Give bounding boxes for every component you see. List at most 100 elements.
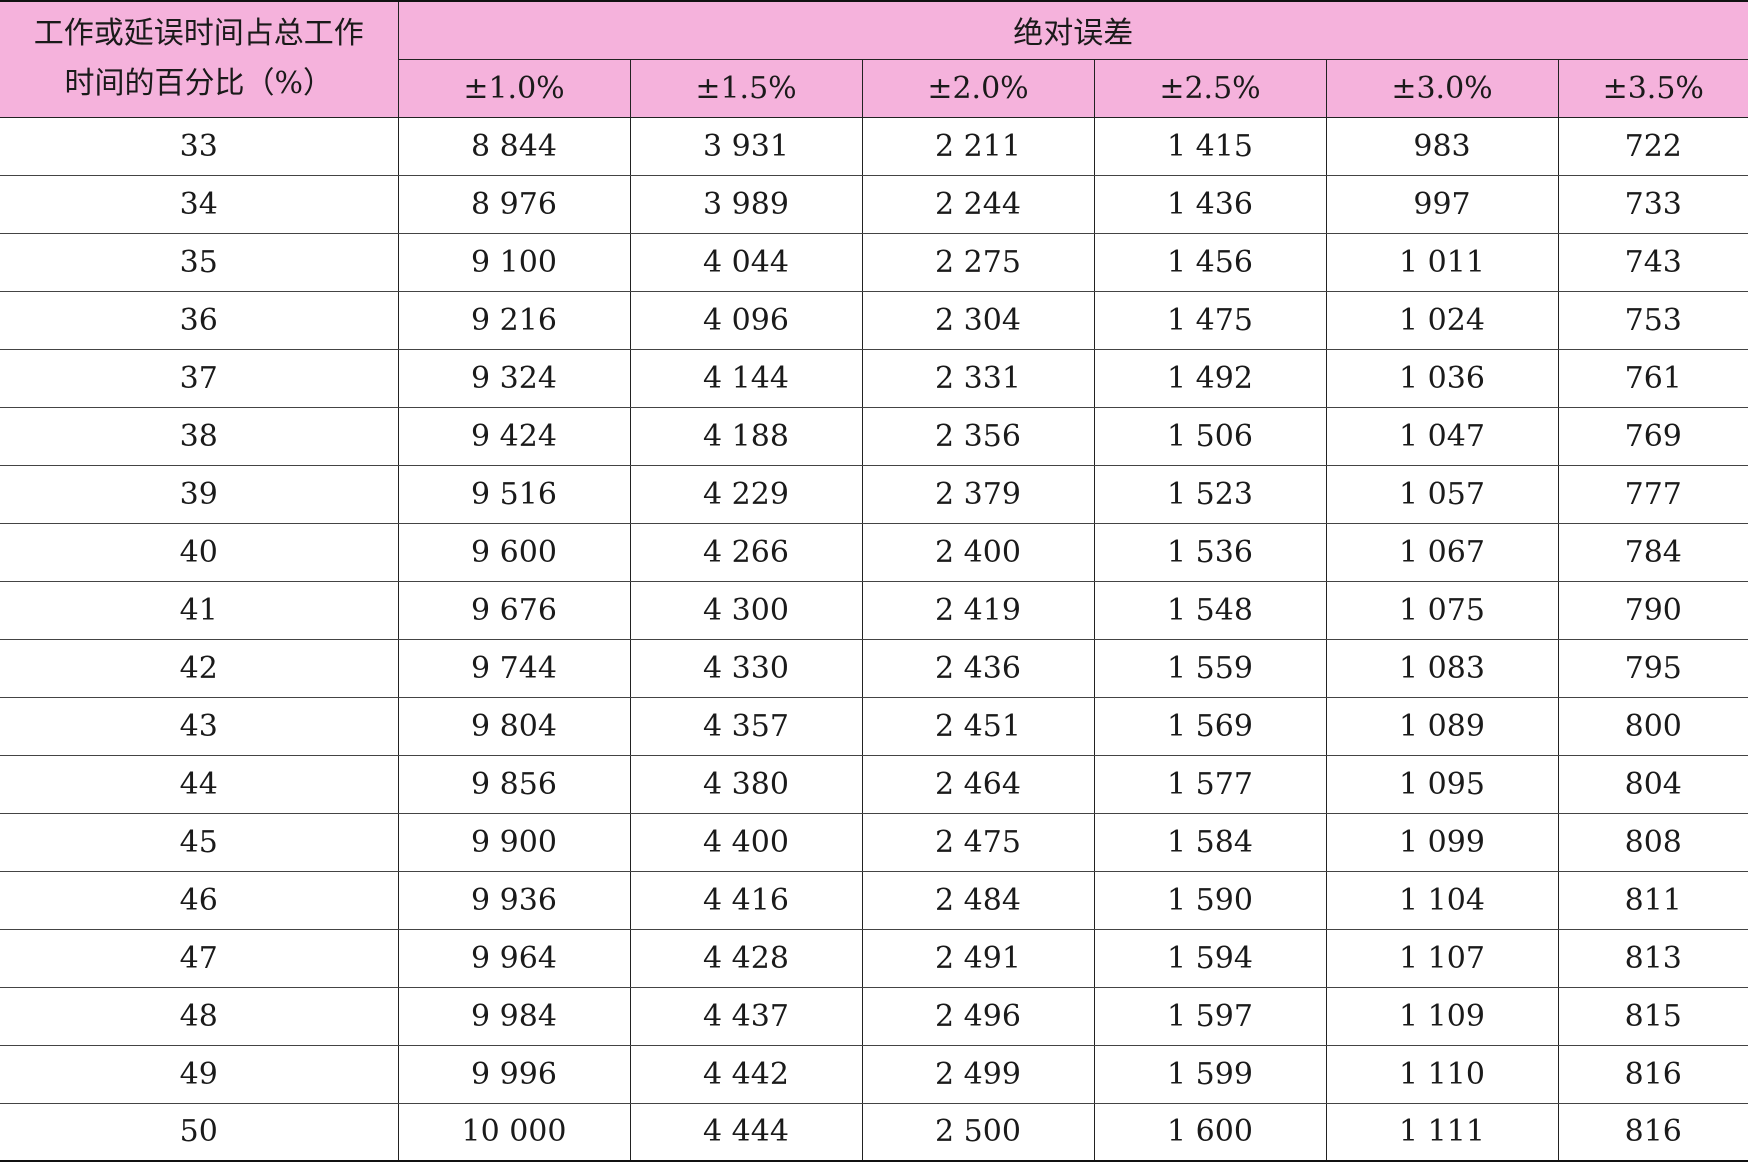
- percentage-cell: 48: [0, 987, 399, 1046]
- table-row: 34 8 976 3 989 2 244 1 436 997 733: [0, 175, 1748, 234]
- error-2-5-cell: 1 536: [1093, 523, 1327, 582]
- table-row: 39 9 516 4 229 2 379 1 523 1 057 777: [0, 465, 1748, 524]
- error-header-1-0: ±1.0%: [398, 58, 631, 118]
- error-3-5-cell: 733: [1557, 175, 1748, 234]
- error-3-5-cell: 769: [1557, 407, 1748, 466]
- error-2-0-cell: 2 244: [861, 175, 1095, 234]
- error-2-0-cell: 2 304: [861, 291, 1095, 350]
- error-1-0-cell: 9 744: [397, 639, 631, 698]
- error-1-5-cell: 4 442: [629, 1045, 863, 1104]
- error-3-0-cell: 1 109: [1325, 987, 1559, 1046]
- error-1-5-cell: 4 444: [629, 1103, 863, 1162]
- percentage-cell: 44: [0, 755, 399, 814]
- error-2-0-cell: 2 496: [861, 987, 1095, 1046]
- percentage-cell: 47: [0, 929, 399, 988]
- error-header-2-0: ±2.0%: [861, 58, 1095, 118]
- error-2-5-cell: 1 475: [1093, 291, 1327, 350]
- error-1-5-cell: 4 188: [629, 407, 863, 466]
- percentage-cell: 46: [0, 871, 399, 930]
- percentage-cell: 41: [0, 581, 399, 640]
- error-1-0-cell: 9 984: [397, 987, 631, 1046]
- percentage-cell: 35: [0, 233, 399, 292]
- error-1-5-cell: 4 437: [629, 987, 863, 1046]
- error-3-0-cell: 997: [1325, 175, 1559, 234]
- percentage-cell: 43: [0, 697, 399, 756]
- error-2-5-cell: 1 599: [1093, 1045, 1327, 1104]
- error-3-5-cell: 800: [1557, 697, 1748, 756]
- error-2-0-cell: 2 464: [861, 755, 1095, 814]
- error-1-5-cell: 4 044: [629, 233, 863, 292]
- error-3-5-cell: 813: [1557, 929, 1748, 988]
- error-3-0-cell: 1 047: [1325, 407, 1559, 466]
- error-3-5-cell: 804: [1557, 755, 1748, 814]
- error-3-5-cell: 722: [1557, 117, 1748, 176]
- error-3-0-cell: 1 036: [1325, 349, 1559, 408]
- error-3-0-cell: 1 104: [1325, 871, 1559, 930]
- error-3-5-cell: 815: [1557, 987, 1748, 1046]
- percentage-cell: 39: [0, 465, 399, 524]
- error-2-5-cell: 1 600: [1093, 1103, 1327, 1162]
- error-3-0-cell: 1 083: [1325, 639, 1559, 698]
- percentage-cell: 42: [0, 639, 399, 698]
- error-header-3-0: ±3.0%: [1325, 58, 1559, 118]
- error-1-0-cell: 9 936: [397, 871, 631, 930]
- error-3-0-cell: 1 089: [1325, 697, 1559, 756]
- error-1-5-cell: 4 428: [629, 929, 863, 988]
- error-2-0-cell: 2 275: [861, 233, 1095, 292]
- error-header-1-5: ±1.5%: [629, 58, 863, 118]
- error-1-0-cell: 9 324: [397, 349, 631, 408]
- error-header-2-5: ±2.5%: [1093, 58, 1327, 118]
- error-1-5-cell: 4 300: [629, 581, 863, 640]
- error-1-0-cell: 9 216: [397, 291, 631, 350]
- error-1-5-cell: 4 380: [629, 755, 863, 814]
- error-3-0-cell: 1 075: [1325, 581, 1559, 640]
- error-2-0-cell: 2 500: [861, 1103, 1095, 1162]
- error-2-0-cell: 2 451: [861, 697, 1095, 756]
- error-1-0-cell: 8 976: [397, 175, 631, 234]
- error-3-5-cell: 753: [1557, 291, 1748, 350]
- error-3-5-cell: 777: [1557, 465, 1748, 524]
- percentage-cell: 45: [0, 813, 399, 872]
- error-1-0-cell: 9 600: [397, 523, 631, 582]
- percentage-cell: 33: [0, 117, 399, 176]
- error-1-5-cell: 4 266: [629, 523, 863, 582]
- error-2-0-cell: 2 400: [861, 523, 1095, 582]
- error-1-0-cell: 9 996: [397, 1045, 631, 1104]
- error-3-5-cell: 790: [1557, 581, 1748, 640]
- error-3-5-cell: 816: [1557, 1103, 1748, 1162]
- error-3-0-cell: 1 095: [1325, 755, 1559, 814]
- error-1-0-cell: 9 676: [397, 581, 631, 640]
- error-1-5-cell: 4 229: [629, 465, 863, 524]
- table-row: 47 9 964 4 428 2 491 1 594 1 107 813: [0, 929, 1748, 988]
- error-3-0-cell: 1 110: [1325, 1045, 1559, 1104]
- error-2-5-cell: 1 436: [1093, 175, 1327, 234]
- percentage-cell: 49: [0, 1045, 399, 1104]
- table-row: 35 9 100 4 044 2 275 1 456 1 011 743: [0, 233, 1748, 292]
- percentage-cell: 37: [0, 349, 399, 408]
- table-row: 33 8 844 3 931 2 211 1 415 983 722: [0, 117, 1748, 176]
- error-2-5-cell: 1 548: [1093, 581, 1327, 640]
- error-3-5-cell: 761: [1557, 349, 1748, 408]
- error-1-5-cell: 3 931: [629, 117, 863, 176]
- table-body: 33 8 844 3 931 2 211 1 415 983 722 34 8 976 3 989…: [0, 117, 1748, 1162]
- table-row: 40 9 600 4 266 2 400 1 536 1 067 784: [0, 523, 1748, 582]
- table-row: 38 9 424 4 188 2 356 1 506 1 047 769: [0, 407, 1748, 466]
- error-3-5-cell: 795: [1557, 639, 1748, 698]
- error-3-0-cell: 1 011: [1325, 233, 1559, 292]
- error-2-5-cell: 1 590: [1093, 871, 1327, 930]
- error-3-5-cell: 743: [1557, 233, 1748, 292]
- table-row: 44 9 856 4 380 2 464 1 577 1 095 804: [0, 755, 1748, 814]
- error-2-0-cell: 2 499: [861, 1045, 1095, 1104]
- error-header-3-5: ±3.5%: [1557, 58, 1748, 118]
- error-2-0-cell: 2 419: [861, 581, 1095, 640]
- error-2-5-cell: 1 506: [1093, 407, 1327, 466]
- error-1-0-cell: 9 516: [397, 465, 631, 524]
- error-1-5-cell: 4 144: [629, 349, 863, 408]
- error-2-5-cell: 1 577: [1093, 755, 1327, 814]
- error-1-0-cell: 9 856: [397, 755, 631, 814]
- percentage-cell: 40: [0, 523, 399, 582]
- table-row: 41 9 676 4 300 2 419 1 548 1 075 790: [0, 581, 1748, 640]
- error-1-5-cell: 3 989: [629, 175, 863, 234]
